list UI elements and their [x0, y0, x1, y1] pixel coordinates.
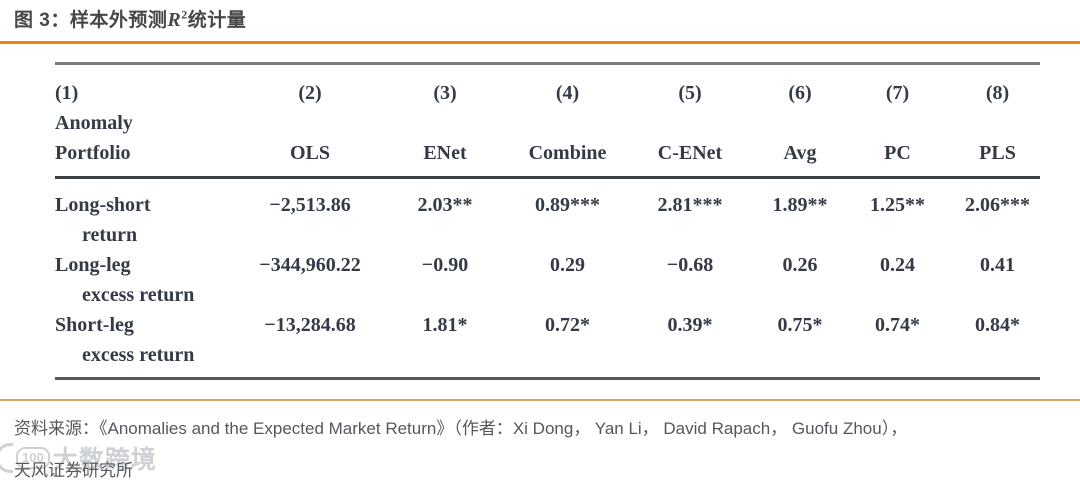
table-header-row: (1) Anomaly Portfolio (2) OLS (3) ENet: [55, 64, 1040, 178]
cell-pc: 1.25**: [870, 194, 925, 216]
header-c-enet: (5) C-ENet: [620, 64, 760, 178]
figure-title-suffix: 统计量: [187, 10, 247, 31]
header-pc: (7) PC: [840, 64, 955, 178]
statistics-table: (1) Anomaly Portfolio (2) OLS (3) ENet: [55, 62, 1040, 380]
row-label: Long-leg excess return: [55, 250, 245, 310]
col-number: (1): [55, 82, 79, 104]
cell-ols: −2,513.86: [269, 194, 351, 216]
cell-avg: 0.26: [782, 254, 818, 276]
cell-combine: 0.29: [550, 254, 585, 276]
header-spacer: [840, 108, 955, 138]
header-avg: (6) Avg: [760, 64, 840, 178]
header-spacer: [760, 108, 840, 138]
cell-enet: 1.81*: [422, 314, 468, 336]
cell-c-enet: 2.81***: [657, 194, 723, 216]
table-row-short-leg: Short-leg excess return −13,284.68 1.81*…: [55, 310, 1040, 379]
title-underline-rule: [0, 41, 1080, 44]
cell-pc: 0.24: [880, 254, 915, 276]
header-anomaly-portfolio: (1) Anomaly Portfolio: [55, 64, 245, 178]
col-number: (6): [788, 82, 812, 104]
figure-title-superscript: 2: [181, 7, 188, 22]
col-number: (4): [555, 82, 580, 104]
watermark-text: 大数跨境: [52, 446, 157, 474]
cell-enet: 2.03**: [417, 194, 473, 216]
source-citation-line1: 资料来源：《Anomalies and the Expected Market …: [14, 419, 908, 438]
col-label-line2: Portfolio: [55, 142, 131, 164]
col-label: C-ENet: [657, 142, 723, 164]
cell-c-enet: −0.68: [666, 254, 714, 276]
header-spacer: [515, 108, 620, 138]
cell-ols: −13,284.68: [264, 314, 356, 336]
header-spacer: [620, 108, 760, 138]
cell-enet: −0.90: [421, 254, 469, 276]
header-combine: (4) Combine: [515, 64, 620, 178]
col-number: (2): [298, 82, 322, 104]
cell-pls: 0.41: [980, 254, 1015, 276]
col-number: (7): [885, 82, 910, 104]
col-label: Combine: [528, 142, 607, 164]
cell-pls: 0.84*: [975, 314, 1020, 336]
row-label-line1: Long-leg: [55, 254, 131, 276]
source-citation-line2: 天风证券研究所: [14, 461, 133, 480]
cell-combine: 0.72*: [545, 314, 590, 336]
row-label-line2: excess return: [82, 284, 195, 306]
statistics-table-wrap: (1) Anomaly Portfolio (2) OLS (3) ENet: [55, 62, 1040, 380]
col-number: (3): [433, 82, 457, 104]
cell-pc: 0.74*: [875, 314, 920, 336]
cell-avg: 0.75*: [777, 314, 823, 336]
row-label-line1: Long-short: [55, 194, 151, 216]
header-ols: (2) OLS: [245, 64, 375, 178]
watermark-arc-icon: [0, 443, 13, 473]
footer-divider-rule: [0, 399, 1080, 401]
row-label-line2: return: [82, 224, 138, 246]
cell-pls: 2.06***: [965, 194, 1030, 216]
col-number: (5): [678, 82, 702, 104]
header-spacer: [245, 108, 375, 138]
header-pls: (8) PLS: [955, 64, 1040, 178]
table-row-long-leg: Long-leg excess return −344,960.22 −0.90…: [55, 250, 1040, 310]
figure-title: 图 3：样本外预测R2统计量: [14, 5, 246, 32]
cell-combine: 0.89***: [535, 194, 600, 216]
figure-title-prefix: 图 3：样本外预测: [14, 10, 168, 31]
col-label: ENet: [423, 142, 467, 164]
watermark: 100 大数跨境: [0, 440, 157, 476]
figure-title-math-r: R: [167, 9, 182, 31]
col-label: Avg: [783, 142, 817, 164]
watermark-badge: 100: [16, 447, 50, 469]
col-label: PLS: [979, 142, 1016, 164]
col-label-line1: Anomaly: [55, 112, 133, 134]
table-row-long-short: Long-short return −2,513.86 2.03** 0.89*…: [55, 178, 1040, 251]
col-label: OLS: [289, 142, 331, 164]
cell-c-enet: 0.39*: [667, 314, 713, 336]
row-label: Short-leg excess return: [55, 310, 245, 379]
row-label-line1: Short-leg: [55, 314, 134, 336]
cell-avg: 1.89**: [772, 194, 828, 216]
header-spacer: [375, 108, 515, 138]
header-spacer: [955, 108, 1040, 138]
row-label-line2: excess return: [82, 344, 195, 366]
col-label: PC: [884, 142, 911, 164]
row-label: Long-short return: [55, 178, 245, 251]
header-enet: (3) ENet: [375, 64, 515, 178]
cell-ols: −344,960.22: [259, 254, 361, 276]
col-number: (8): [985, 82, 1010, 104]
